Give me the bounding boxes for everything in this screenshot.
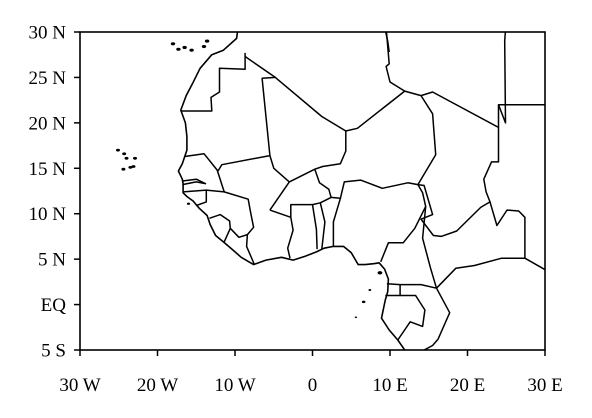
- y-tick-label: 5 S: [41, 341, 66, 362]
- country-border: [196, 190, 208, 207]
- cape-verde-island: [121, 167, 126, 171]
- cape-verde-island: [133, 156, 138, 160]
- country-border: [497, 32, 507, 124]
- x-tick-label: 10 E: [372, 375, 407, 396]
- cape-verde-island: [128, 165, 133, 169]
- country-border: [290, 168, 332, 218]
- country-border: [384, 32, 390, 53]
- bioko-island: [377, 271, 383, 275]
- country-border: [339, 179, 427, 263]
- annobon-island: [354, 316, 358, 319]
- cape-verde-island: [122, 152, 127, 156]
- country-border: [331, 196, 342, 247]
- cape-verde-island: [115, 148, 120, 152]
- y-tick-label: EQ: [41, 295, 67, 316]
- y-tick-label: 20 N: [29, 113, 67, 134]
- principe-island: [368, 289, 372, 292]
- x-tick-label: 10 W: [214, 375, 255, 396]
- x-tick-label: 0: [308, 375, 318, 396]
- country-border: [385, 32, 406, 92]
- x-tick-label: 20 W: [137, 375, 178, 396]
- madeira-island: [180, 6, 184, 9]
- country-border: [269, 76, 347, 183]
- cape-verde-island: [124, 156, 129, 160]
- y-tick-label: 25 N: [29, 68, 67, 89]
- country-borders: [180, 32, 545, 350]
- country-border: [422, 287, 451, 350]
- y-tick-label: 10 N: [29, 204, 67, 225]
- y-axis: 30 N 25 N 20 N 15 N 10 N 5 N EQ 5 S: [29, 23, 80, 362]
- canary-island: [189, 48, 194, 52]
- country-border: [223, 191, 255, 236]
- country-border: [435, 201, 526, 289]
- country-border: [397, 294, 426, 341]
- country-border: [269, 181, 290, 211]
- map-panel: [80, 6, 545, 350]
- x-axis: 30 W 20 W 10 W 0 10 E 20 E 30 E: [59, 350, 563, 396]
- country-border: [311, 204, 318, 250]
- canary-island: [170, 42, 176, 46]
- canary-island: [176, 47, 181, 51]
- y-tick-label: 5 N: [38, 250, 66, 271]
- x-tick-label: 20 E: [450, 375, 485, 396]
- canary-island: [201, 44, 207, 49]
- country-border: [209, 213, 232, 243]
- country-border: [269, 209, 294, 259]
- cape-verde-island: [131, 165, 136, 168]
- bijagos-island: [186, 202, 191, 205]
- islands: [115, 6, 383, 319]
- country-border: [417, 91, 500, 238]
- y-tick-label: 15 N: [29, 159, 67, 180]
- canary-island: [204, 39, 210, 43]
- country-border: [180, 52, 246, 112]
- country-border: [183, 152, 225, 193]
- x-tick-label: 30 W: [59, 375, 100, 396]
- x-tick-label: 30 E: [527, 375, 562, 396]
- y-tick-label: 30 N: [29, 23, 67, 44]
- country-border: [182, 178, 207, 186]
- country-border: [217, 55, 277, 172]
- sao-tome-island: [361, 300, 366, 304]
- canary-island: [182, 45, 187, 49]
- country-border: [319, 202, 326, 250]
